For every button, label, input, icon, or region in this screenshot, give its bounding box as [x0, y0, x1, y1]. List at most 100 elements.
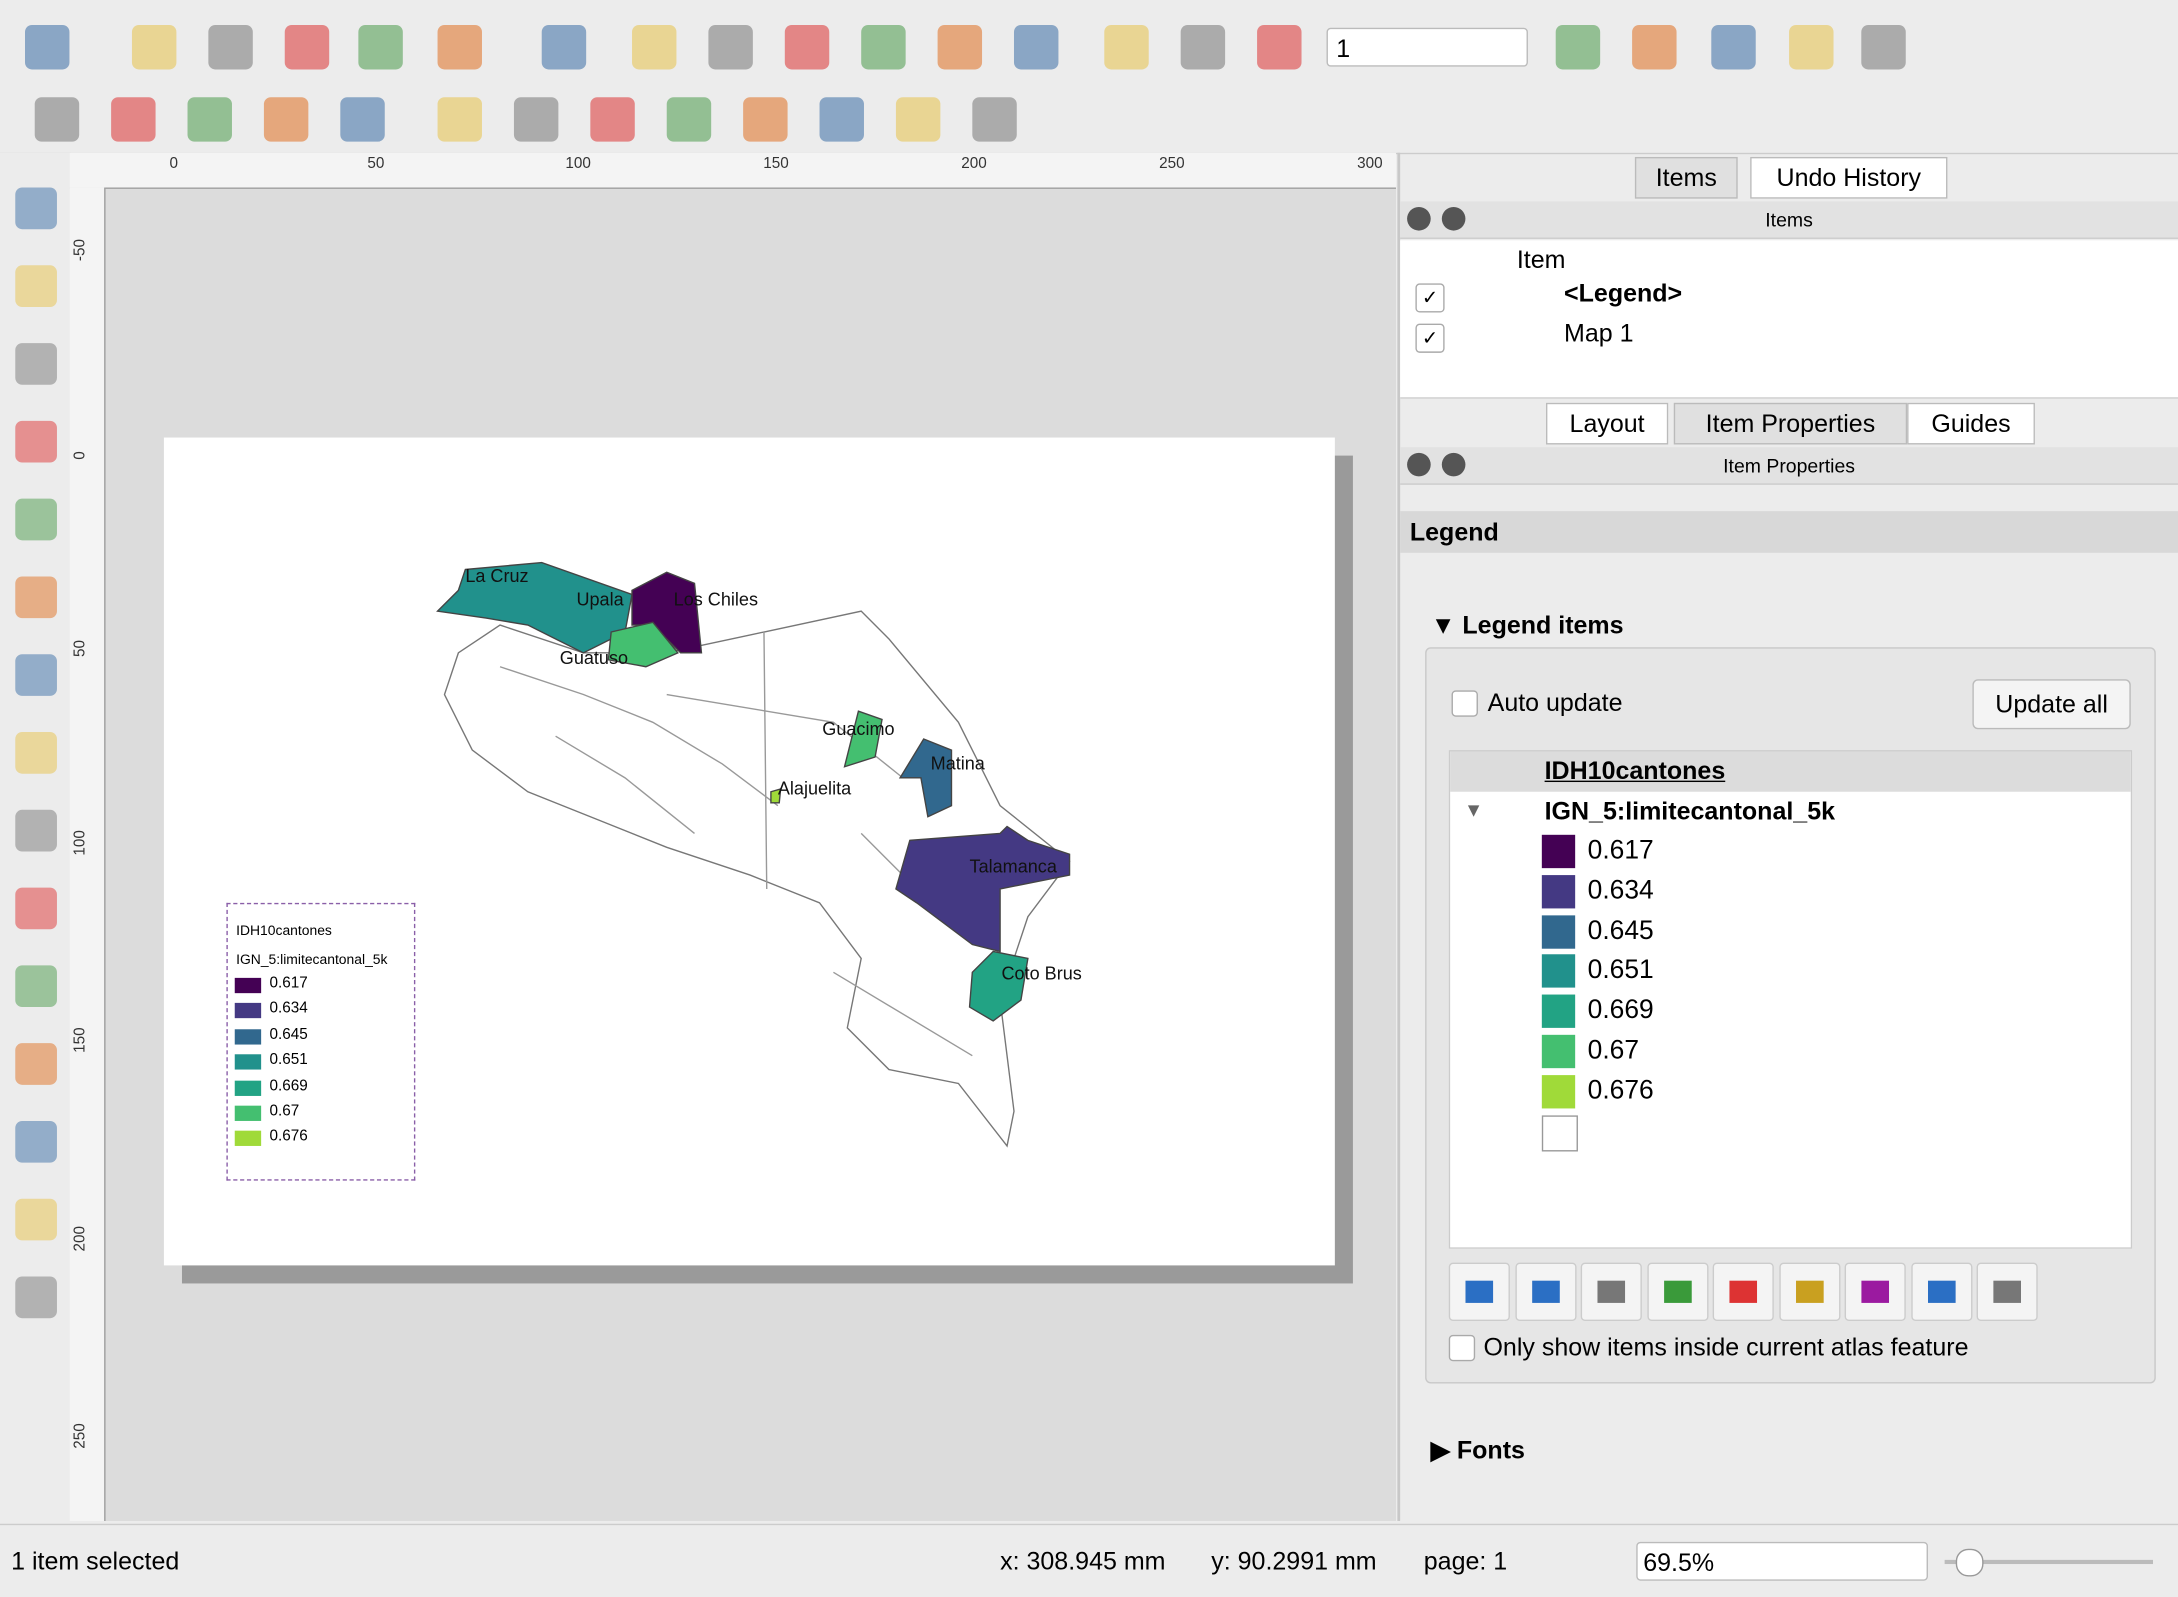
toolbar-button[interactable] — [1555, 25, 1601, 70]
toolbar-button[interactable] — [972, 97, 1017, 142]
toolbar-button[interactable] — [937, 25, 983, 70]
zoom-slider[interactable] — [1944, 1559, 2153, 1565]
tree-class-label[interactable]: 0.651 — [1587, 956, 1654, 986]
toolbar-button[interactable] — [513, 97, 559, 142]
checkbox[interactable] — [1448, 1334, 1476, 1362]
tree-button[interactable] — [1514, 1262, 1576, 1321]
tab[interactable]: Item Properties — [1673, 402, 1908, 445]
tree-button[interactable] — [1712, 1262, 1774, 1321]
toolbar-button[interactable] — [437, 97, 482, 142]
toolbar-button[interactable] — [861, 25, 906, 70]
expander[interactable]: ▼ — [1464, 798, 1484, 821]
checkbox[interactable]: ✓ — [1415, 283, 1445, 313]
tool-button[interactable] — [15, 654, 57, 696]
tree-class-label[interactable]: 0.676 — [1587, 1076, 1654, 1106]
float-button[interactable] — [1441, 452, 1466, 477]
slider-handle[interactable] — [1955, 1548, 1984, 1577]
tab[interactable]: Undo History — [1750, 156, 1948, 199]
close-button[interactable] — [1407, 452, 1431, 477]
tree-class-label[interactable]: 0.617 — [1587, 836, 1654, 866]
toolbar-button[interactable] — [1180, 25, 1226, 70]
legend-label: 0.645 — [269, 1026, 308, 1043]
toolbar-button[interactable] — [284, 25, 330, 70]
toolbar-button[interactable] — [1632, 25, 1677, 70]
float-button[interactable] — [1441, 206, 1466, 231]
tool-button[interactable] — [15, 420, 57, 463]
tree-class-label[interactable]: 0.634 — [1587, 876, 1654, 906]
tool-button[interactable] — [15, 965, 57, 1008]
tool-button[interactable] — [15, 1120, 57, 1163]
section-title: Legend — [1400, 511, 2178, 553]
tree-button[interactable] — [1910, 1262, 1972, 1321]
toolbar-button[interactable] — [437, 25, 482, 70]
toolbar-button[interactable] — [666, 97, 712, 142]
tool-button[interactable] — [15, 732, 57, 774]
x-coord: x: 308.945 mm — [1000, 1547, 1166, 1576]
collapsed-label: Fonts — [1456, 1436, 1525, 1465]
tree-button[interactable] — [1778, 1262, 1840, 1321]
checkbox[interactable] — [1451, 690, 1478, 717]
toolbar-button[interactable] — [358, 25, 403, 70]
toolbar-button[interactable] — [263, 97, 309, 142]
tool-button[interactable] — [15, 1276, 57, 1319]
collapsed-group[interactable]: ▶ Fonts — [1430, 1436, 1525, 1465]
toolbar-button[interactable] — [131, 25, 177, 70]
tree-button[interactable] — [1976, 1262, 2038, 1321]
item-row[interactable]: <Legend> — [1564, 279, 1683, 307]
tool-button[interactable] — [15, 809, 57, 852]
tab[interactable]: Layout — [1545, 402, 1669, 445]
zoom-combo[interactable]: 69.5% — [1636, 1541, 1928, 1581]
tree-root[interactable]: IDH10cantones — [1544, 757, 1726, 785]
tool-button[interactable] — [15, 187, 57, 230]
group-title[interactable]: ▼ Legend items — [1430, 611, 1624, 639]
tab[interactable]: Items — [1634, 156, 1738, 199]
toolbar-button[interactable] — [541, 25, 587, 70]
toolbar-button[interactable] — [1711, 25, 1756, 70]
tool-button[interactable] — [15, 576, 57, 619]
toolbar-button[interactable] — [590, 97, 635, 142]
page-input[interactable]: 1 — [1326, 27, 1528, 67]
tree-layer[interactable]: IGN_5:limitecantonal_5k — [1544, 797, 1836, 826]
tool-button[interactable] — [15, 1198, 57, 1241]
checkbox[interactable]: ✓ — [1415, 323, 1445, 353]
tree-class-label[interactable]: 0.67 — [1587, 1036, 1640, 1066]
toolbar-button[interactable] — [1013, 25, 1059, 70]
toolbar-button[interactable] — [187, 97, 232, 142]
toolbar-button[interactable] — [632, 25, 677, 70]
tree-class-label[interactable]: 0.669 — [1587, 996, 1654, 1026]
tool-button[interactable] — [15, 265, 57, 307]
toolbar-button[interactable] — [708, 25, 753, 70]
toolbar-button[interactable] — [34, 97, 80, 142]
toolbar-button[interactable] — [1257, 25, 1302, 70]
toolbar-button[interactable] — [1861, 25, 1906, 70]
tree-button[interactable] — [1448, 1262, 1510, 1321]
tab[interactable]: Guides — [1907, 402, 2035, 445]
legend-swatch — [234, 1080, 262, 1096]
tool-button[interactable] — [15, 343, 57, 385]
toolbar-button[interactable] — [340, 97, 385, 142]
toolbar-button[interactable] — [1104, 25, 1149, 70]
legend-swatch — [234, 1131, 262, 1147]
tool-button[interactable] — [15, 887, 57, 930]
tree-class-label[interactable]: 0.645 — [1587, 916, 1654, 946]
toolbar-button[interactable] — [743, 97, 788, 142]
toolbar-button[interactable] — [784, 25, 830, 70]
update-all-button[interactable]: Update all — [1972, 679, 2131, 730]
toolbar-button[interactable] — [25, 25, 70, 70]
tree-button[interactable] — [1646, 1262, 1708, 1321]
toolbar-button[interactable] — [208, 25, 253, 70]
item-row[interactable]: Map 1 — [1564, 319, 1634, 348]
tree-button[interactable] — [1844, 1262, 1906, 1321]
legend-title: IDH10cantones — [236, 923, 332, 939]
tool-button[interactable] — [15, 1043, 57, 1085]
toolbar-button[interactable] — [895, 97, 941, 142]
canton-borders — [499, 632, 973, 1057]
atlas-option: Only show items inside current atlas fea… — [1483, 1333, 1969, 1362]
toolbar-button[interactable] — [819, 97, 864, 142]
close-button[interactable] — [1407, 206, 1431, 231]
tool-button[interactable] — [15, 498, 57, 541]
tree-button[interactable] — [1580, 1262, 1642, 1321]
toolbar-button[interactable] — [1789, 25, 1834, 70]
toolbar-button[interactable] — [111, 97, 156, 142]
